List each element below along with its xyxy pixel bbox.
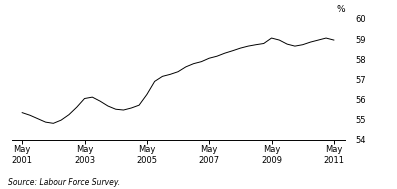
Text: %: %	[337, 5, 345, 14]
Text: Source: Labour Force Survey.: Source: Labour Force Survey.	[8, 178, 120, 187]
